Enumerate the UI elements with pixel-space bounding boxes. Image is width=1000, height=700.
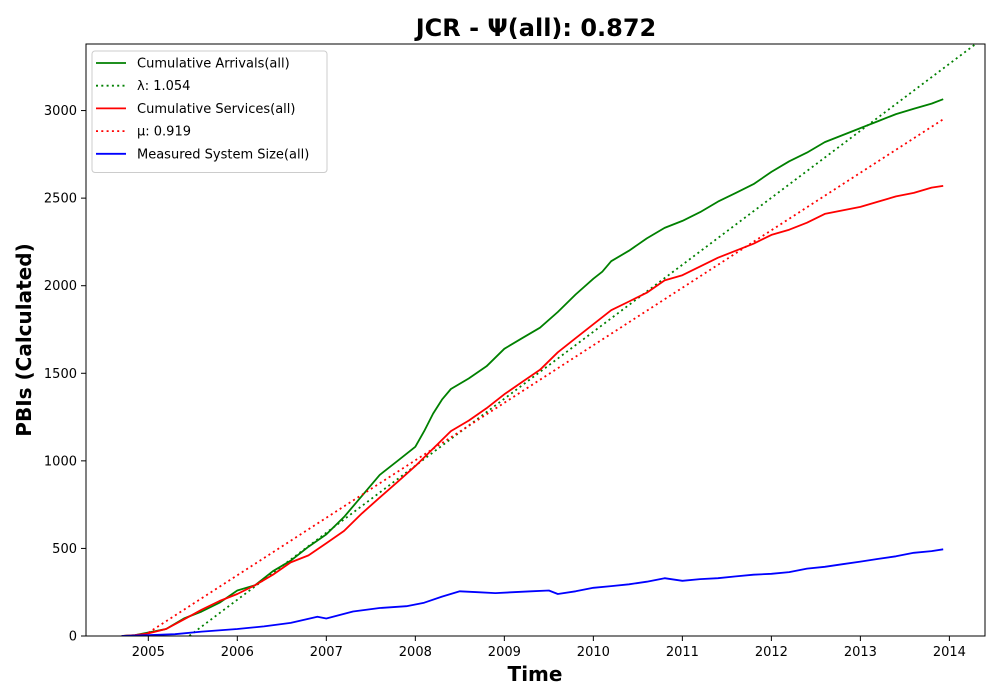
- plot-area: [121, 44, 978, 636]
- x-tick-label: 2009: [488, 645, 521, 660]
- y-tick-label: 2500: [44, 192, 77, 207]
- x-tick-label: 2012: [755, 645, 788, 660]
- y-tick-label: 0: [69, 630, 77, 645]
- series-line-4: [121, 548, 944, 636]
- x-tick-label: 2007: [310, 645, 343, 660]
- plot-frame: [85, 43, 986, 637]
- legend-entry-label: μ: 0.919: [137, 125, 191, 140]
- legend: Cumulative Arrivals(all) λ: 1.054 Cumulati…: [91, 50, 328, 173]
- y-axis: 0 500 1000 1500 2000 2500 3000: [44, 104, 86, 645]
- x-tick-label: 2014: [933, 645, 966, 660]
- x-axis-label: Time: [508, 662, 563, 686]
- x-tick-label: 2006: [221, 645, 254, 660]
- y-tick-label: 1500: [44, 367, 77, 382]
- x-tick-label: 2008: [399, 645, 432, 660]
- x-tick-label: 2011: [666, 645, 699, 660]
- x-tick-label: 2005: [132, 645, 165, 660]
- series-line-0: [121, 98, 944, 636]
- series-line-3: [141, 118, 944, 636]
- y-tick-label: 1000: [44, 454, 77, 469]
- x-axis: 2005 2006 2007 2008 2009 2010 2011 2012 2013 2014: [132, 636, 966, 660]
- legend-entry-label: Measured System Size(all): [137, 147, 309, 162]
- y-axis-label: PBIs (Calculated): [12, 243, 36, 436]
- legend-entry-label: Cumulative Arrivals(all): [137, 57, 290, 72]
- y-tick-label: 500: [52, 542, 77, 557]
- legend-box: [91, 50, 328, 173]
- legend-entry-label: λ: 1.054: [137, 79, 190, 94]
- y-tick-label: 3000: [44, 104, 77, 119]
- series-line-2: [121, 185, 944, 636]
- x-tick-label: 2013: [844, 645, 877, 660]
- legend-entry-label: Cumulative Services(all): [137, 102, 295, 117]
- chart-title: JCR - Ψ(all): 0.872: [414, 14, 657, 42]
- y-tick-label: 2000: [44, 279, 77, 294]
- x-tick-label: 2010: [577, 645, 610, 660]
